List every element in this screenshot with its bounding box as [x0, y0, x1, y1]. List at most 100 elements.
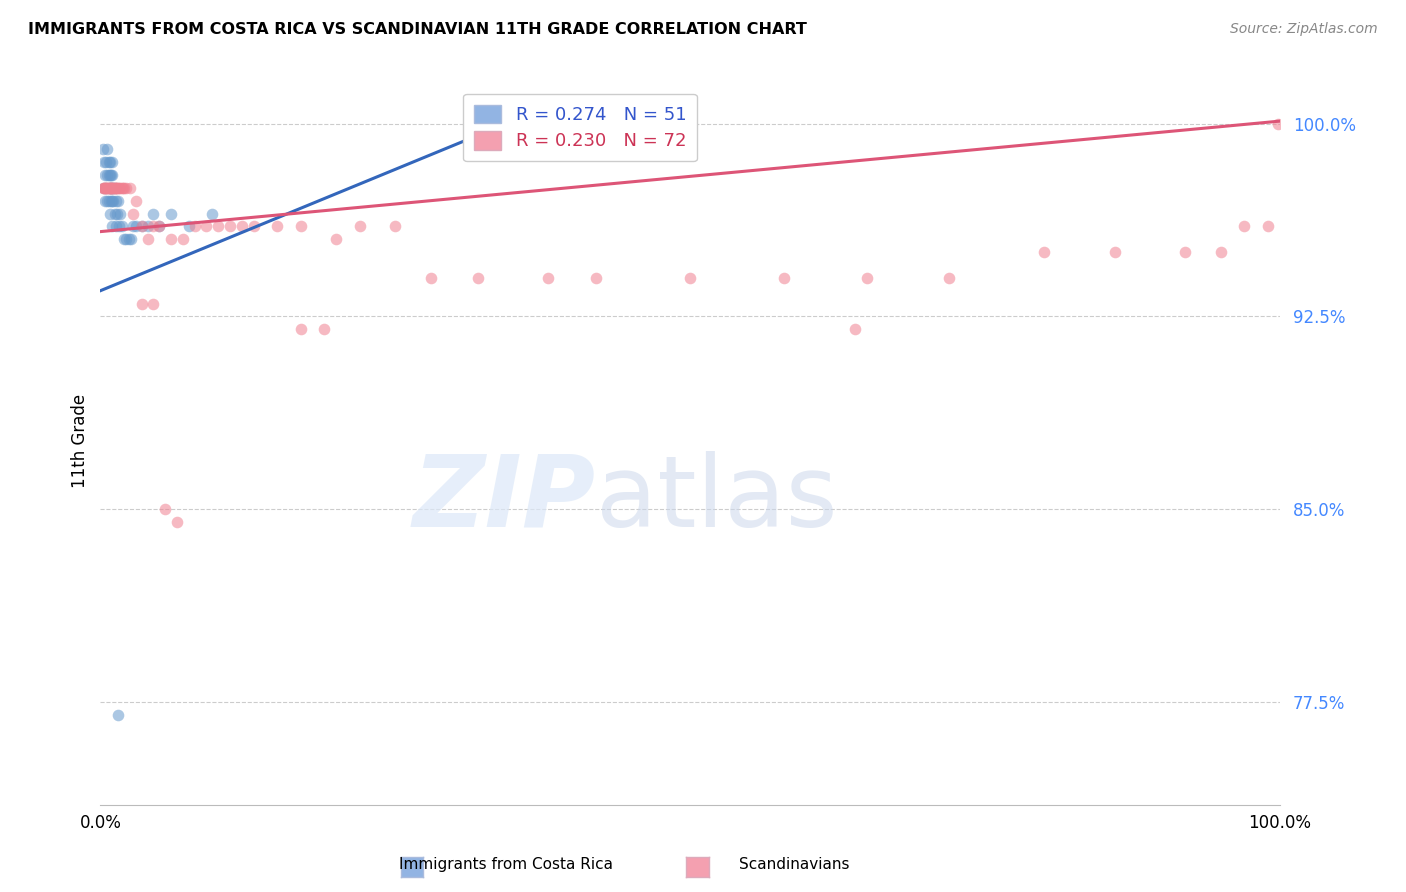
- Point: [844, 322, 866, 336]
- Point: [110, 207, 132, 221]
- Point: [91, 142, 114, 156]
- Point: [94, 168, 117, 182]
- Point: [93, 181, 115, 195]
- Point: [155, 502, 177, 516]
- Point: [96, 168, 118, 182]
- Point: [97, 194, 120, 208]
- Point: [131, 219, 153, 234]
- Point: [103, 194, 125, 208]
- Point: [1267, 117, 1289, 131]
- Point: [100, 181, 122, 195]
- Point: [96, 181, 118, 195]
- Point: [103, 181, 125, 195]
- Point: [773, 271, 796, 285]
- Point: [98, 155, 121, 169]
- Point: [94, 194, 117, 208]
- Point: [131, 219, 153, 234]
- Point: [242, 219, 264, 234]
- Point: [122, 207, 145, 221]
- Point: [166, 515, 188, 529]
- Point: [120, 232, 142, 246]
- Point: [136, 232, 159, 246]
- Point: [94, 181, 117, 195]
- Point: [93, 181, 115, 195]
- Point: [96, 181, 118, 195]
- Y-axis label: 11th Grade: 11th Grade: [72, 394, 89, 488]
- Point: [172, 232, 194, 246]
- Point: [122, 219, 145, 234]
- Point: [142, 296, 165, 310]
- Point: [290, 219, 312, 234]
- Point: [104, 194, 127, 208]
- Point: [1257, 219, 1279, 234]
- Point: [103, 181, 125, 195]
- Point: [148, 219, 170, 234]
- Point: [110, 181, 132, 195]
- Point: [100, 181, 122, 195]
- Point: [103, 181, 125, 195]
- Point: [91, 181, 114, 195]
- Text: atlas: atlas: [596, 450, 838, 548]
- Point: [142, 207, 165, 221]
- Point: [1104, 245, 1126, 260]
- Point: [325, 232, 347, 246]
- Text: Source: ZipAtlas.com: Source: ZipAtlas.com: [1230, 22, 1378, 37]
- Point: [101, 194, 124, 208]
- Point: [97, 181, 120, 195]
- Point: [266, 219, 288, 234]
- Point: [108, 219, 131, 234]
- Point: [195, 219, 218, 234]
- Point: [183, 219, 205, 234]
- Point: [219, 219, 242, 234]
- Point: [101, 181, 124, 195]
- Point: [118, 181, 141, 195]
- Point: [100, 168, 122, 182]
- Point: [856, 271, 879, 285]
- Point: [107, 707, 129, 722]
- Point: [136, 219, 159, 234]
- Point: [104, 181, 127, 195]
- Point: [131, 296, 153, 310]
- Point: [105, 181, 128, 195]
- Text: Immigrants from Costa Rica: Immigrants from Costa Rica: [399, 857, 613, 872]
- Point: [112, 232, 135, 246]
- Point: [101, 181, 124, 195]
- Text: Scandinavians: Scandinavians: [740, 857, 849, 872]
- Point: [101, 181, 124, 195]
- Point: [107, 181, 129, 195]
- Point: [231, 219, 253, 234]
- Point: [93, 155, 115, 169]
- Point: [1032, 245, 1054, 260]
- Point: [98, 181, 121, 195]
- Point: [96, 181, 118, 195]
- Point: [125, 219, 148, 234]
- Point: [98, 207, 121, 221]
- Point: [111, 181, 134, 195]
- Point: [938, 271, 960, 285]
- Point: [177, 219, 200, 234]
- Point: [97, 181, 120, 195]
- Point: [419, 271, 441, 285]
- Point: [125, 194, 148, 208]
- Point: [96, 181, 118, 195]
- Point: [142, 219, 165, 234]
- Point: [384, 219, 406, 234]
- Point: [97, 181, 120, 195]
- Point: [97, 155, 120, 169]
- Point: [148, 219, 170, 234]
- Point: [98, 181, 121, 195]
- Point: [103, 181, 125, 195]
- Point: [1174, 245, 1197, 260]
- Point: [96, 142, 118, 156]
- Point: [96, 194, 118, 208]
- Point: [100, 181, 122, 195]
- Point: [107, 194, 129, 208]
- Text: ZIP: ZIP: [412, 450, 596, 548]
- Point: [207, 219, 229, 234]
- Point: [201, 207, 224, 221]
- Point: [103, 181, 125, 195]
- Point: [103, 181, 125, 195]
- Point: [103, 207, 125, 221]
- Point: [104, 219, 127, 234]
- Point: [349, 219, 371, 234]
